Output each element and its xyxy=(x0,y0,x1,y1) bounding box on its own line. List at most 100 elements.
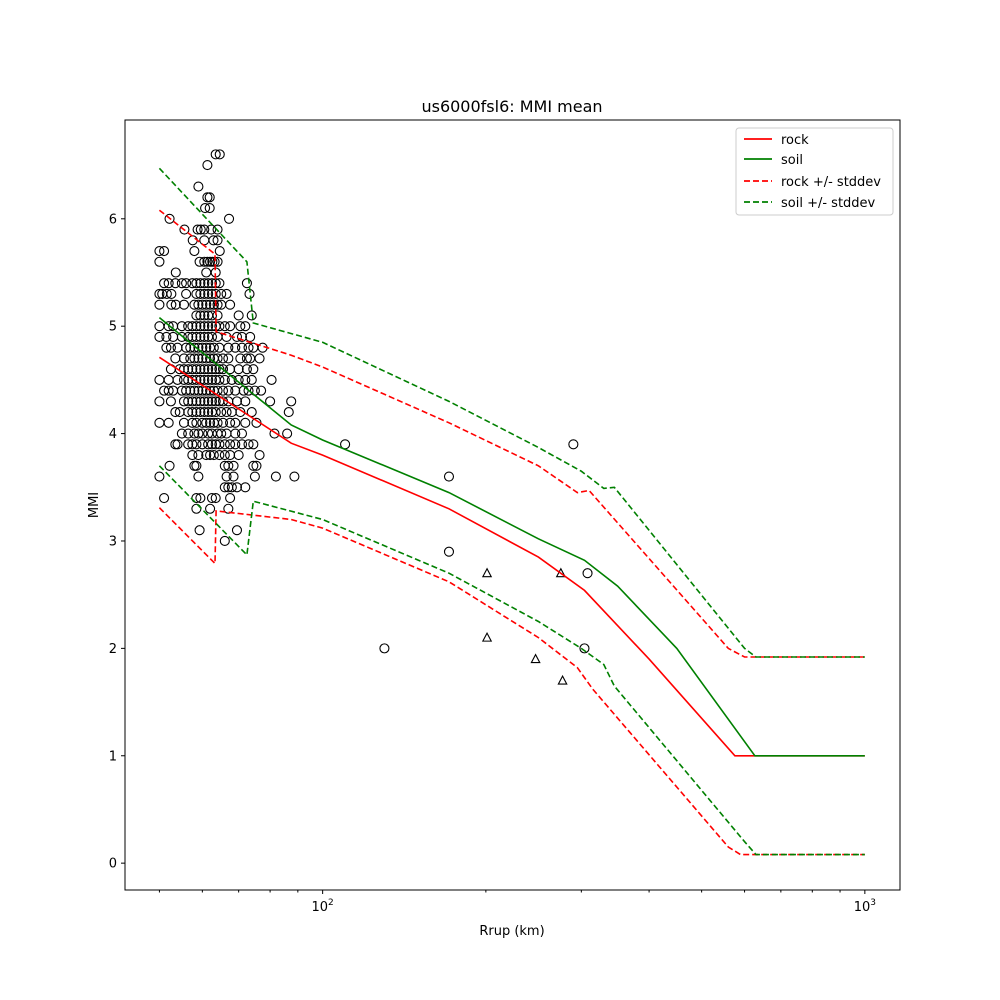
station-circle-marker xyxy=(193,299,204,310)
station-circle-marker xyxy=(189,353,200,364)
station-circle-marker xyxy=(236,342,248,353)
station-circle-marker xyxy=(240,417,251,428)
station-circle-marker xyxy=(183,364,194,375)
station-circle-marker xyxy=(219,321,230,332)
station-circle-marker xyxy=(210,364,221,375)
plot-area xyxy=(154,149,865,856)
station-circle-marker xyxy=(191,278,202,289)
station-circle-marker xyxy=(187,374,198,385)
station-circle-marker xyxy=(289,471,300,482)
station-circle-marker xyxy=(210,407,221,418)
station-circle-marker xyxy=(223,213,235,224)
legend-rock-stddev: rock +/- stddev xyxy=(781,175,881,190)
station-triangle-marker xyxy=(481,631,493,642)
station-circle-marker xyxy=(193,428,204,439)
station-circle-marker xyxy=(191,331,202,342)
station-circle-marker xyxy=(231,525,243,536)
station-circle-marker xyxy=(154,288,165,300)
station-circle-marker xyxy=(195,278,206,289)
station-circle-marker xyxy=(189,385,200,396)
station-circle-marker xyxy=(217,385,229,396)
y-tick-label: 4 xyxy=(109,427,117,442)
station-circle-marker xyxy=(163,417,174,428)
x-axis: 102 103 xyxy=(158,890,876,915)
x-tick-label: 103 xyxy=(854,898,876,915)
station-circle-marker xyxy=(219,374,230,385)
station-circle-marker xyxy=(210,149,221,160)
station-circle-marker xyxy=(195,288,206,300)
y-tick-label: 1 xyxy=(109,749,117,764)
station-circle-marker xyxy=(187,407,198,418)
station-circle-marker xyxy=(166,288,177,300)
station-circle-marker xyxy=(165,396,176,407)
station-circle-marker xyxy=(176,428,187,439)
station-circle-marker xyxy=(172,374,183,385)
station-circle-marker xyxy=(221,407,232,418)
station-circle-marker xyxy=(379,643,390,654)
station-circle-marker xyxy=(203,364,214,375)
station-circle-marker xyxy=(223,353,234,364)
soil-line xyxy=(158,316,865,757)
station-circle-marker xyxy=(199,331,210,342)
station-circle-marker xyxy=(223,342,234,353)
station-circle-marker xyxy=(203,321,214,332)
station-circle-marker xyxy=(212,235,223,246)
station-circle-marker xyxy=(210,396,221,407)
station-circle-marker xyxy=(199,374,210,385)
station-circle-marker xyxy=(195,331,206,342)
station-circle-marker xyxy=(199,321,210,332)
station-circle-marker xyxy=(189,428,200,439)
station-circle-marker xyxy=(191,396,202,407)
station-circle-marker xyxy=(163,385,174,396)
station-circle-marker xyxy=(192,224,203,235)
station-circle-marker xyxy=(194,525,205,536)
y-axis-label: MMI xyxy=(87,492,102,518)
station-circle-marker xyxy=(163,278,174,289)
station-circle-marker xyxy=(187,417,198,428)
station-circle-marker xyxy=(185,353,196,364)
y-tick-label: 0 xyxy=(109,857,117,872)
station-circle-marker xyxy=(195,364,206,375)
station-circle-marker xyxy=(286,396,297,407)
station-circle-marker xyxy=(203,439,214,450)
station-circle-marker xyxy=(205,503,216,514)
station-circle-marker xyxy=(568,439,579,450)
station-circle-marker xyxy=(206,396,218,407)
station-circle-marker xyxy=(154,245,165,257)
station-circle-marker xyxy=(230,417,241,428)
station-circle-marker xyxy=(243,385,254,396)
station-circle-marker xyxy=(183,321,194,332)
station-circle-marker xyxy=(164,460,175,471)
station-circle-marker xyxy=(217,364,229,375)
station-circle-marker xyxy=(206,364,218,375)
station-circle-marker xyxy=(200,203,211,214)
station-circle-marker xyxy=(212,224,223,235)
station-circle-marker xyxy=(154,256,165,267)
station-circle-marker xyxy=(241,278,252,289)
station-circle-marker xyxy=(214,450,225,461)
station-circle-marker xyxy=(240,482,251,493)
chart-title: us6000fsl6: MMI mean xyxy=(421,97,602,116)
station-circle-marker xyxy=(191,460,202,471)
station-circle-marker xyxy=(212,417,223,428)
station-circle-marker xyxy=(193,353,204,364)
station-circle-marker xyxy=(194,256,205,267)
station-circle-marker xyxy=(193,385,204,396)
station-circle-marker xyxy=(210,288,221,300)
station-circle-marker xyxy=(199,288,210,300)
legend-rock: rock xyxy=(781,133,809,148)
station-circle-marker xyxy=(233,310,244,321)
station-circle-marker xyxy=(191,321,202,332)
y-tick-label: 5 xyxy=(109,320,117,335)
station-circle-marker xyxy=(197,417,208,428)
station-circle-marker xyxy=(183,407,194,418)
station-circle-marker xyxy=(225,439,236,450)
station-circle-marker xyxy=(195,492,206,504)
station-circle-marker xyxy=(208,235,219,246)
station-circle-marker xyxy=(193,342,204,353)
station-circle-marker xyxy=(197,299,208,310)
station-circle-marker xyxy=(191,288,202,300)
station-circle-marker xyxy=(187,278,198,289)
station-circle-marker xyxy=(179,224,190,235)
station-circle-marker xyxy=(221,471,232,482)
